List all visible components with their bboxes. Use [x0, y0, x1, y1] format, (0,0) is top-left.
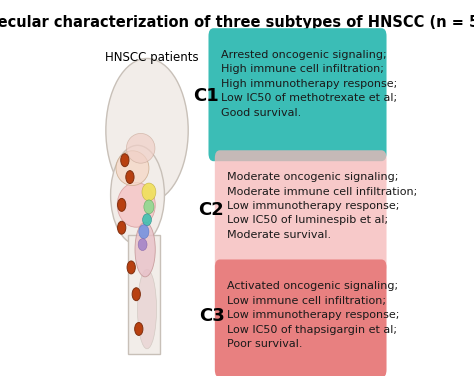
Text: Moderate oncogenic signaling;
Moderate immune cell infiltration;
Low immunothera: Moderate oncogenic signaling; Moderate i… [228, 172, 418, 240]
Ellipse shape [110, 145, 164, 245]
FancyBboxPatch shape [215, 259, 386, 377]
Ellipse shape [143, 214, 152, 226]
FancyBboxPatch shape [215, 150, 386, 273]
Text: HNSCC patients: HNSCC patients [105, 51, 198, 64]
Text: Arrested oncogenic signaling;
High immune cell infiltration;
High immunotherapy : Arrested oncogenic signaling; High immun… [221, 50, 397, 118]
Ellipse shape [117, 182, 155, 227]
Ellipse shape [138, 239, 147, 251]
Ellipse shape [106, 58, 188, 202]
Text: Molecular characterization of three subtypes of HNSCC (n = 502): Molecular characterization of three subt… [0, 15, 474, 30]
Text: C1: C1 [193, 87, 219, 105]
Ellipse shape [137, 270, 156, 349]
Ellipse shape [144, 200, 154, 214]
Circle shape [127, 261, 135, 274]
Ellipse shape [139, 225, 149, 239]
Text: Activated oncogenic signaling;
Low immune cell infiltration;
Low immunotherapy r: Activated oncogenic signaling; Low immun… [228, 281, 400, 349]
Ellipse shape [135, 222, 155, 277]
Ellipse shape [116, 151, 149, 185]
FancyBboxPatch shape [209, 28, 386, 161]
Text: C3: C3 [199, 307, 225, 325]
Ellipse shape [142, 183, 156, 201]
Circle shape [118, 198, 126, 211]
Ellipse shape [127, 133, 155, 163]
Circle shape [132, 288, 140, 301]
Text: C2: C2 [198, 201, 224, 219]
Circle shape [121, 154, 129, 167]
Polygon shape [128, 234, 160, 354]
Circle shape [126, 171, 134, 184]
Circle shape [135, 322, 143, 336]
Circle shape [118, 221, 126, 234]
